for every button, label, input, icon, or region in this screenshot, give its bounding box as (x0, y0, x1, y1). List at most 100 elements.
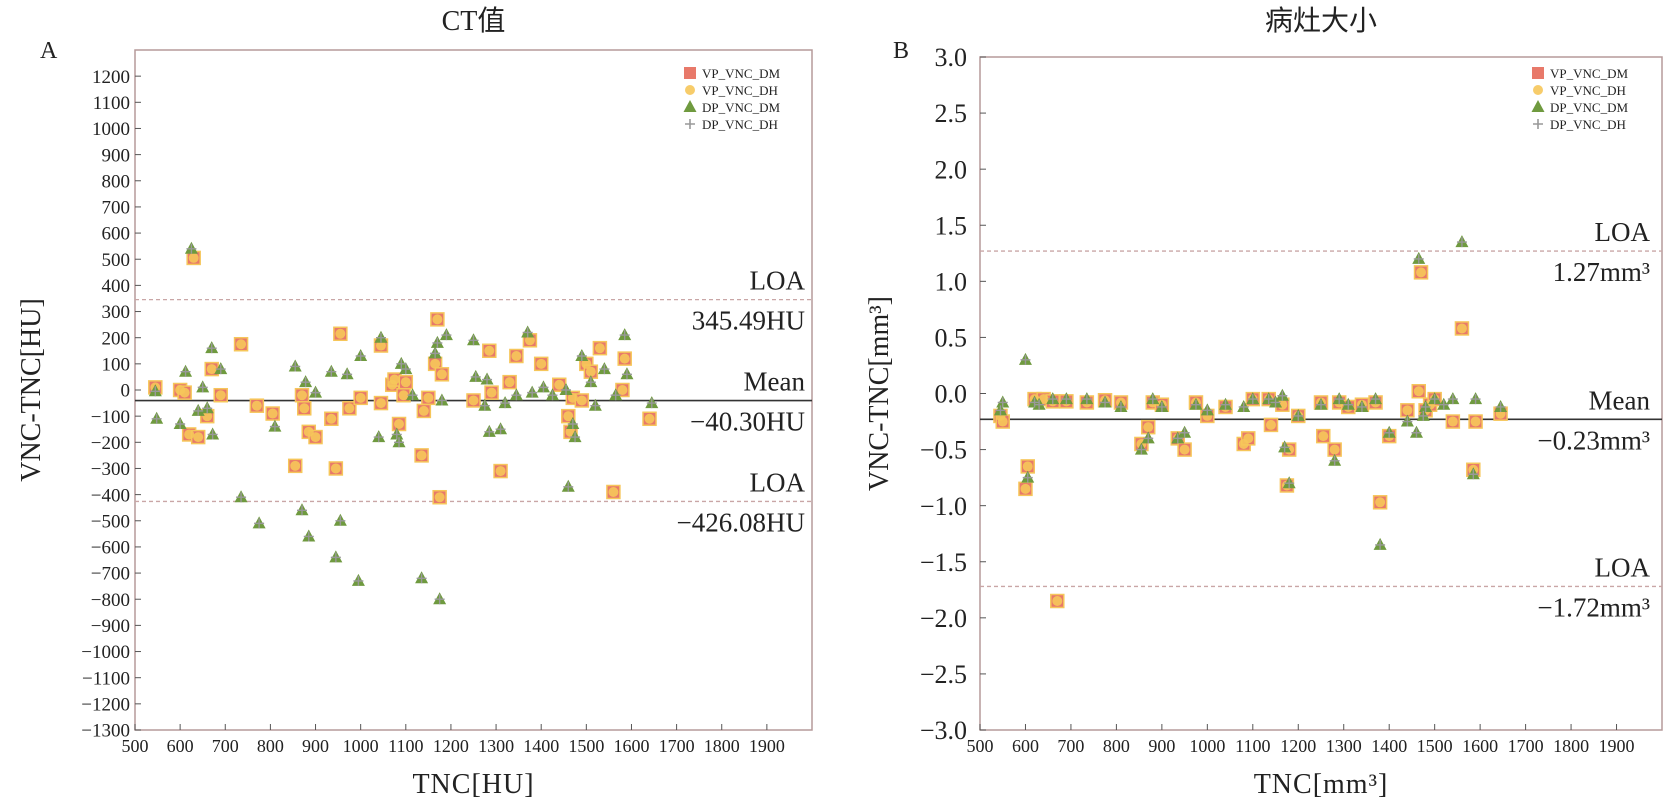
data-point (563, 481, 574, 492)
y-tick-label: −2.5 (920, 660, 967, 689)
data-point (1270, 397, 1281, 408)
data-point (646, 398, 657, 409)
x-tick-label: 800 (1103, 736, 1130, 756)
series-vp-vnc-dm (148, 250, 657, 505)
data-point (186, 243, 197, 254)
data-point (184, 429, 195, 440)
data-point (400, 377, 411, 388)
data-point (326, 413, 337, 424)
data-point (1147, 394, 1158, 405)
data-point (504, 377, 515, 388)
data-point (511, 351, 522, 361)
data-point (326, 366, 337, 377)
data-point (1293, 410, 1304, 421)
loa-label: LOA (1595, 552, 1651, 582)
data-point (482, 374, 493, 385)
data-point (353, 575, 364, 586)
series-dp-vnc-dh (995, 237, 1506, 550)
data-point (599, 364, 610, 375)
data-point (1370, 394, 1381, 405)
x-tick-label: 1300 (478, 736, 514, 756)
data-point (1470, 394, 1481, 405)
legend-swatch (684, 67, 696, 79)
data-point (430, 348, 441, 359)
legend-swatch (685, 119, 695, 129)
data-point (1429, 394, 1440, 405)
data-point (563, 411, 574, 422)
data-point (1022, 472, 1033, 483)
y-axis-label: VNC-TNC[HU] (16, 298, 47, 482)
x-tick-label: 1400 (523, 736, 559, 756)
y-tick-label: −2.0 (920, 604, 967, 633)
data-point (1179, 444, 1190, 455)
data-point (1190, 399, 1201, 410)
y-tick-label: 1000 (92, 119, 130, 140)
data-point (416, 573, 427, 584)
data-point (1220, 399, 1231, 410)
data-point (1375, 539, 1386, 550)
data-point (407, 390, 418, 401)
data-point (1172, 433, 1183, 444)
data-point (150, 386, 161, 397)
panel-label: A (40, 38, 58, 64)
data-point (303, 426, 314, 437)
data-point (202, 403, 213, 414)
data-point (436, 395, 447, 406)
x-tick-label: 1500 (568, 736, 604, 756)
y-tick-label: −3.0 (920, 716, 967, 745)
data-point (1029, 397, 1040, 408)
x-tick-label: 900 (302, 736, 329, 756)
y-tick-label: 500 (102, 250, 131, 271)
data-point (576, 351, 587, 361)
data-point (1047, 394, 1058, 405)
x-tick-label: 900 (1148, 736, 1175, 756)
data-point (1447, 416, 1458, 427)
data-point (567, 392, 578, 403)
data-point (585, 366, 596, 377)
series-vp-vnc-dh (150, 252, 655, 503)
x-tick-label: 1300 (1326, 736, 1362, 756)
data-point (197, 382, 208, 393)
data-point (1143, 422, 1154, 433)
y-tick-label: 1.0 (935, 267, 968, 296)
x-tick-label: 1800 (1553, 736, 1589, 756)
data-point (468, 395, 479, 406)
legend-swatch (1533, 119, 1543, 129)
y-tick-label: 0 (121, 381, 131, 402)
legend-entry-label: VP_VNC_DM (1550, 66, 1628, 81)
data-point (995, 405, 1006, 416)
data-point (342, 369, 353, 380)
data-point (1343, 399, 1354, 410)
data-point (188, 252, 199, 263)
data-point (1318, 431, 1329, 442)
data-point (207, 429, 218, 440)
data-point (151, 413, 162, 424)
x-tick-label: 600 (167, 736, 194, 756)
data-point (335, 515, 346, 526)
loa-value: 345.49HU (692, 306, 805, 336)
data-point (193, 405, 204, 416)
data-point (1115, 401, 1126, 412)
y-tick-label: −100 (91, 407, 130, 428)
data-point (355, 351, 366, 361)
data-point (1263, 394, 1274, 405)
legend-swatch (683, 100, 697, 112)
data-point (251, 400, 262, 411)
y-tick-label: −1.5 (920, 548, 967, 577)
y-tick-label: 800 (102, 171, 131, 192)
data-point (296, 505, 307, 516)
legend-entry-label: DP_VNC_DM (1550, 100, 1628, 115)
y-tick-label: 2.5 (935, 99, 968, 128)
data-point (290, 460, 301, 471)
data-point (396, 358, 407, 369)
data-point (434, 594, 445, 605)
loa-label: LOA (1595, 217, 1651, 247)
x-tick-label: 1700 (1508, 736, 1544, 756)
data-point (484, 426, 495, 437)
data-point (581, 358, 592, 369)
data-point (193, 432, 204, 443)
data-point (610, 390, 621, 401)
data-point (330, 552, 341, 563)
data-point (1418, 410, 1429, 421)
